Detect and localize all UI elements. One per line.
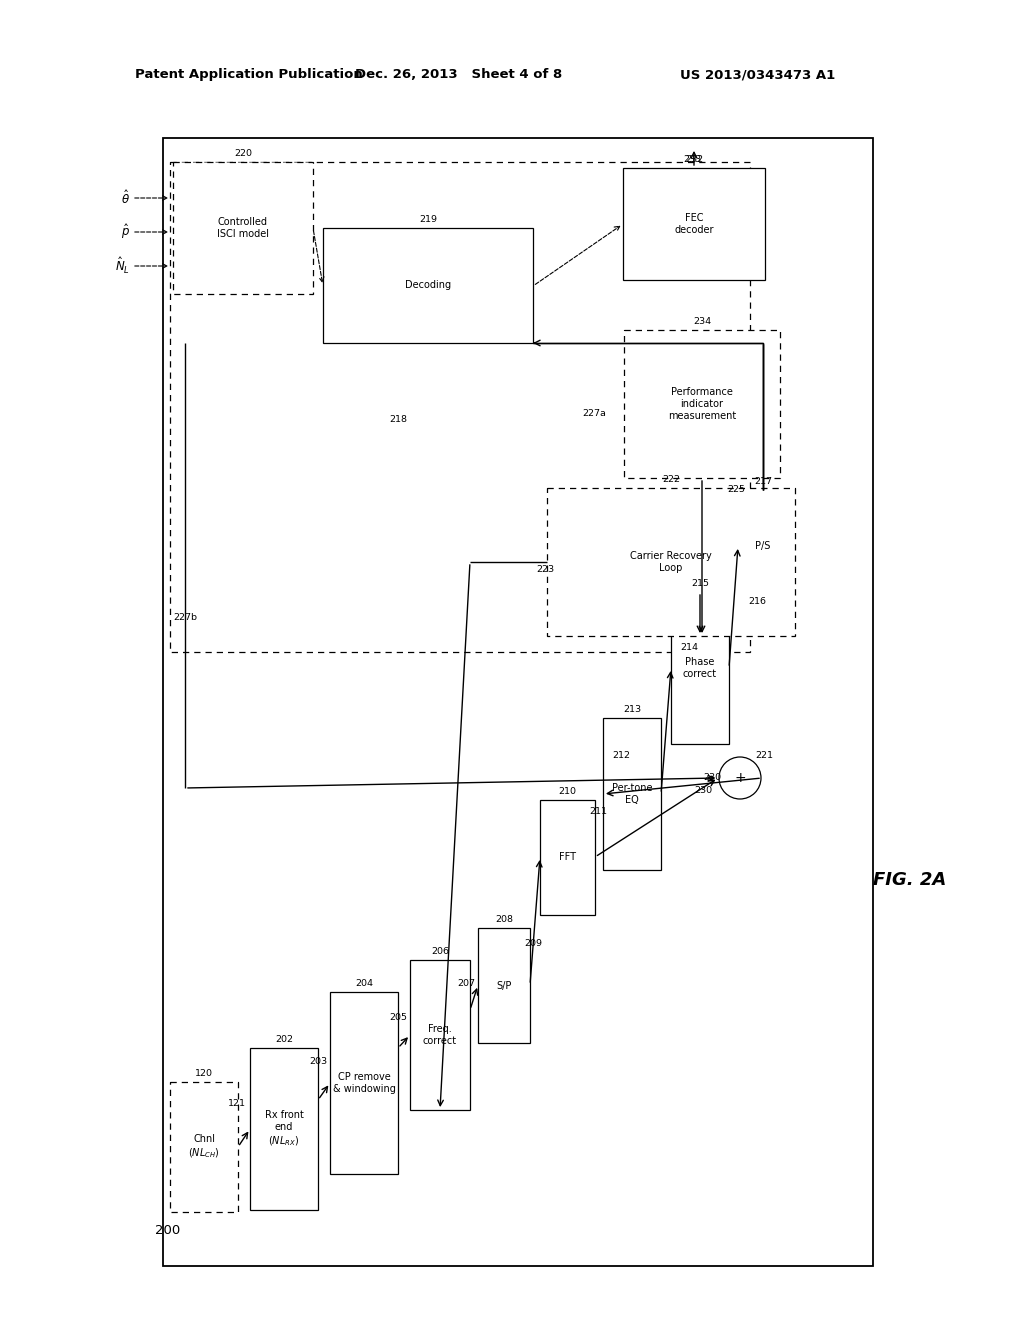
Text: 223: 223 [536,565,554,574]
Text: 214: 214 [680,644,698,652]
Text: S/P: S/P [497,981,512,990]
Text: FEC
decoder: FEC decoder [674,214,714,235]
Text: $\hat{\theta}$: $\hat{\theta}$ [121,189,130,207]
Text: Chnl
$(NL_{CH})$: Chnl $(NL_{CH})$ [188,1134,220,1160]
Bar [250,1048,318,1210]
Text: Performance
indicator
measurement: Performance indicator measurement [668,387,736,421]
Text: 227b: 227b [173,614,197,623]
Bar [163,139,873,1266]
Text: 209: 209 [524,940,542,949]
Text: 213: 213 [623,705,641,714]
Text: 207: 207 [457,978,475,987]
Text: 218: 218 [389,416,407,425]
Text: 221: 221 [755,751,773,759]
Text: +: + [734,771,745,785]
Text: 230: 230 [702,774,721,783]
Text: 208: 208 [495,915,513,924]
Bar [170,1082,238,1212]
Text: P/S: P/S [756,541,771,550]
Text: US 2013/0343473 A1: US 2013/0343473 A1 [680,69,836,81]
Text: 217: 217 [754,477,772,486]
Text: 225: 225 [727,486,745,495]
Text: Per-tone
EQ: Per-tone EQ [611,783,652,805]
Text: Dec. 26, 2013   Sheet 4 of 8: Dec. 26, 2013 Sheet 4 of 8 [355,69,562,81]
Text: 203: 203 [309,1057,327,1067]
Text: Controlled
ISCI model: Controlled ISCI model [217,218,269,239]
Text: 219: 219 [419,215,437,224]
Text: Decoding: Decoding [404,281,451,290]
Text: Phase
correct: Phase correct [683,657,717,678]
Text: 234: 234 [693,317,711,326]
Text: $\hat{p}$: $\hat{p}$ [121,223,130,242]
Text: 120: 120 [195,1069,213,1078]
Text: 212: 212 [612,751,630,759]
Text: FFT: FFT [559,853,575,862]
Bar [624,330,780,478]
Text: 121: 121 [228,1100,246,1109]
Bar [173,162,313,294]
Text: 206: 206 [431,946,449,956]
Text: 211: 211 [589,808,607,817]
Text: $\hat{N}_L$: $\hat{N}_L$ [115,256,130,276]
Bar [547,488,795,636]
Text: 202: 202 [275,1035,293,1044]
Bar [540,800,595,915]
Text: 232: 232 [685,154,703,164]
Ellipse shape [719,756,761,799]
Bar [323,228,534,343]
Bar [603,718,662,870]
Text: 204: 204 [355,979,373,987]
Text: Carrier Recovery
Loop: Carrier Recovery Loop [630,552,712,573]
Text: 200: 200 [156,1224,180,1237]
Text: 205: 205 [389,1014,407,1023]
Text: 222: 222 [662,475,680,484]
Bar [410,960,470,1110]
Bar [170,162,750,652]
Text: 227a: 227a [582,408,606,417]
Bar [478,928,530,1043]
Bar [738,490,788,602]
Text: 233: 233 [683,156,701,165]
Text: Freq.
correct: Freq. correct [423,1024,457,1045]
Bar [671,591,729,744]
Bar [330,993,398,1173]
Text: Patent Application Publication: Patent Application Publication [135,69,362,81]
Text: 210: 210 [558,787,577,796]
Text: 215: 215 [691,579,709,587]
Text: 230: 230 [694,785,712,795]
Text: 220: 220 [234,149,252,158]
Text: 216: 216 [748,598,766,606]
Text: Rx front
end
$(NL_{RX})$: Rx front end $(NL_{RX})$ [264,1110,303,1147]
Text: CP remove
& windowing: CP remove & windowing [333,1072,395,1094]
Bar [623,168,765,280]
Text: FIG. 2A: FIG. 2A [873,871,946,888]
